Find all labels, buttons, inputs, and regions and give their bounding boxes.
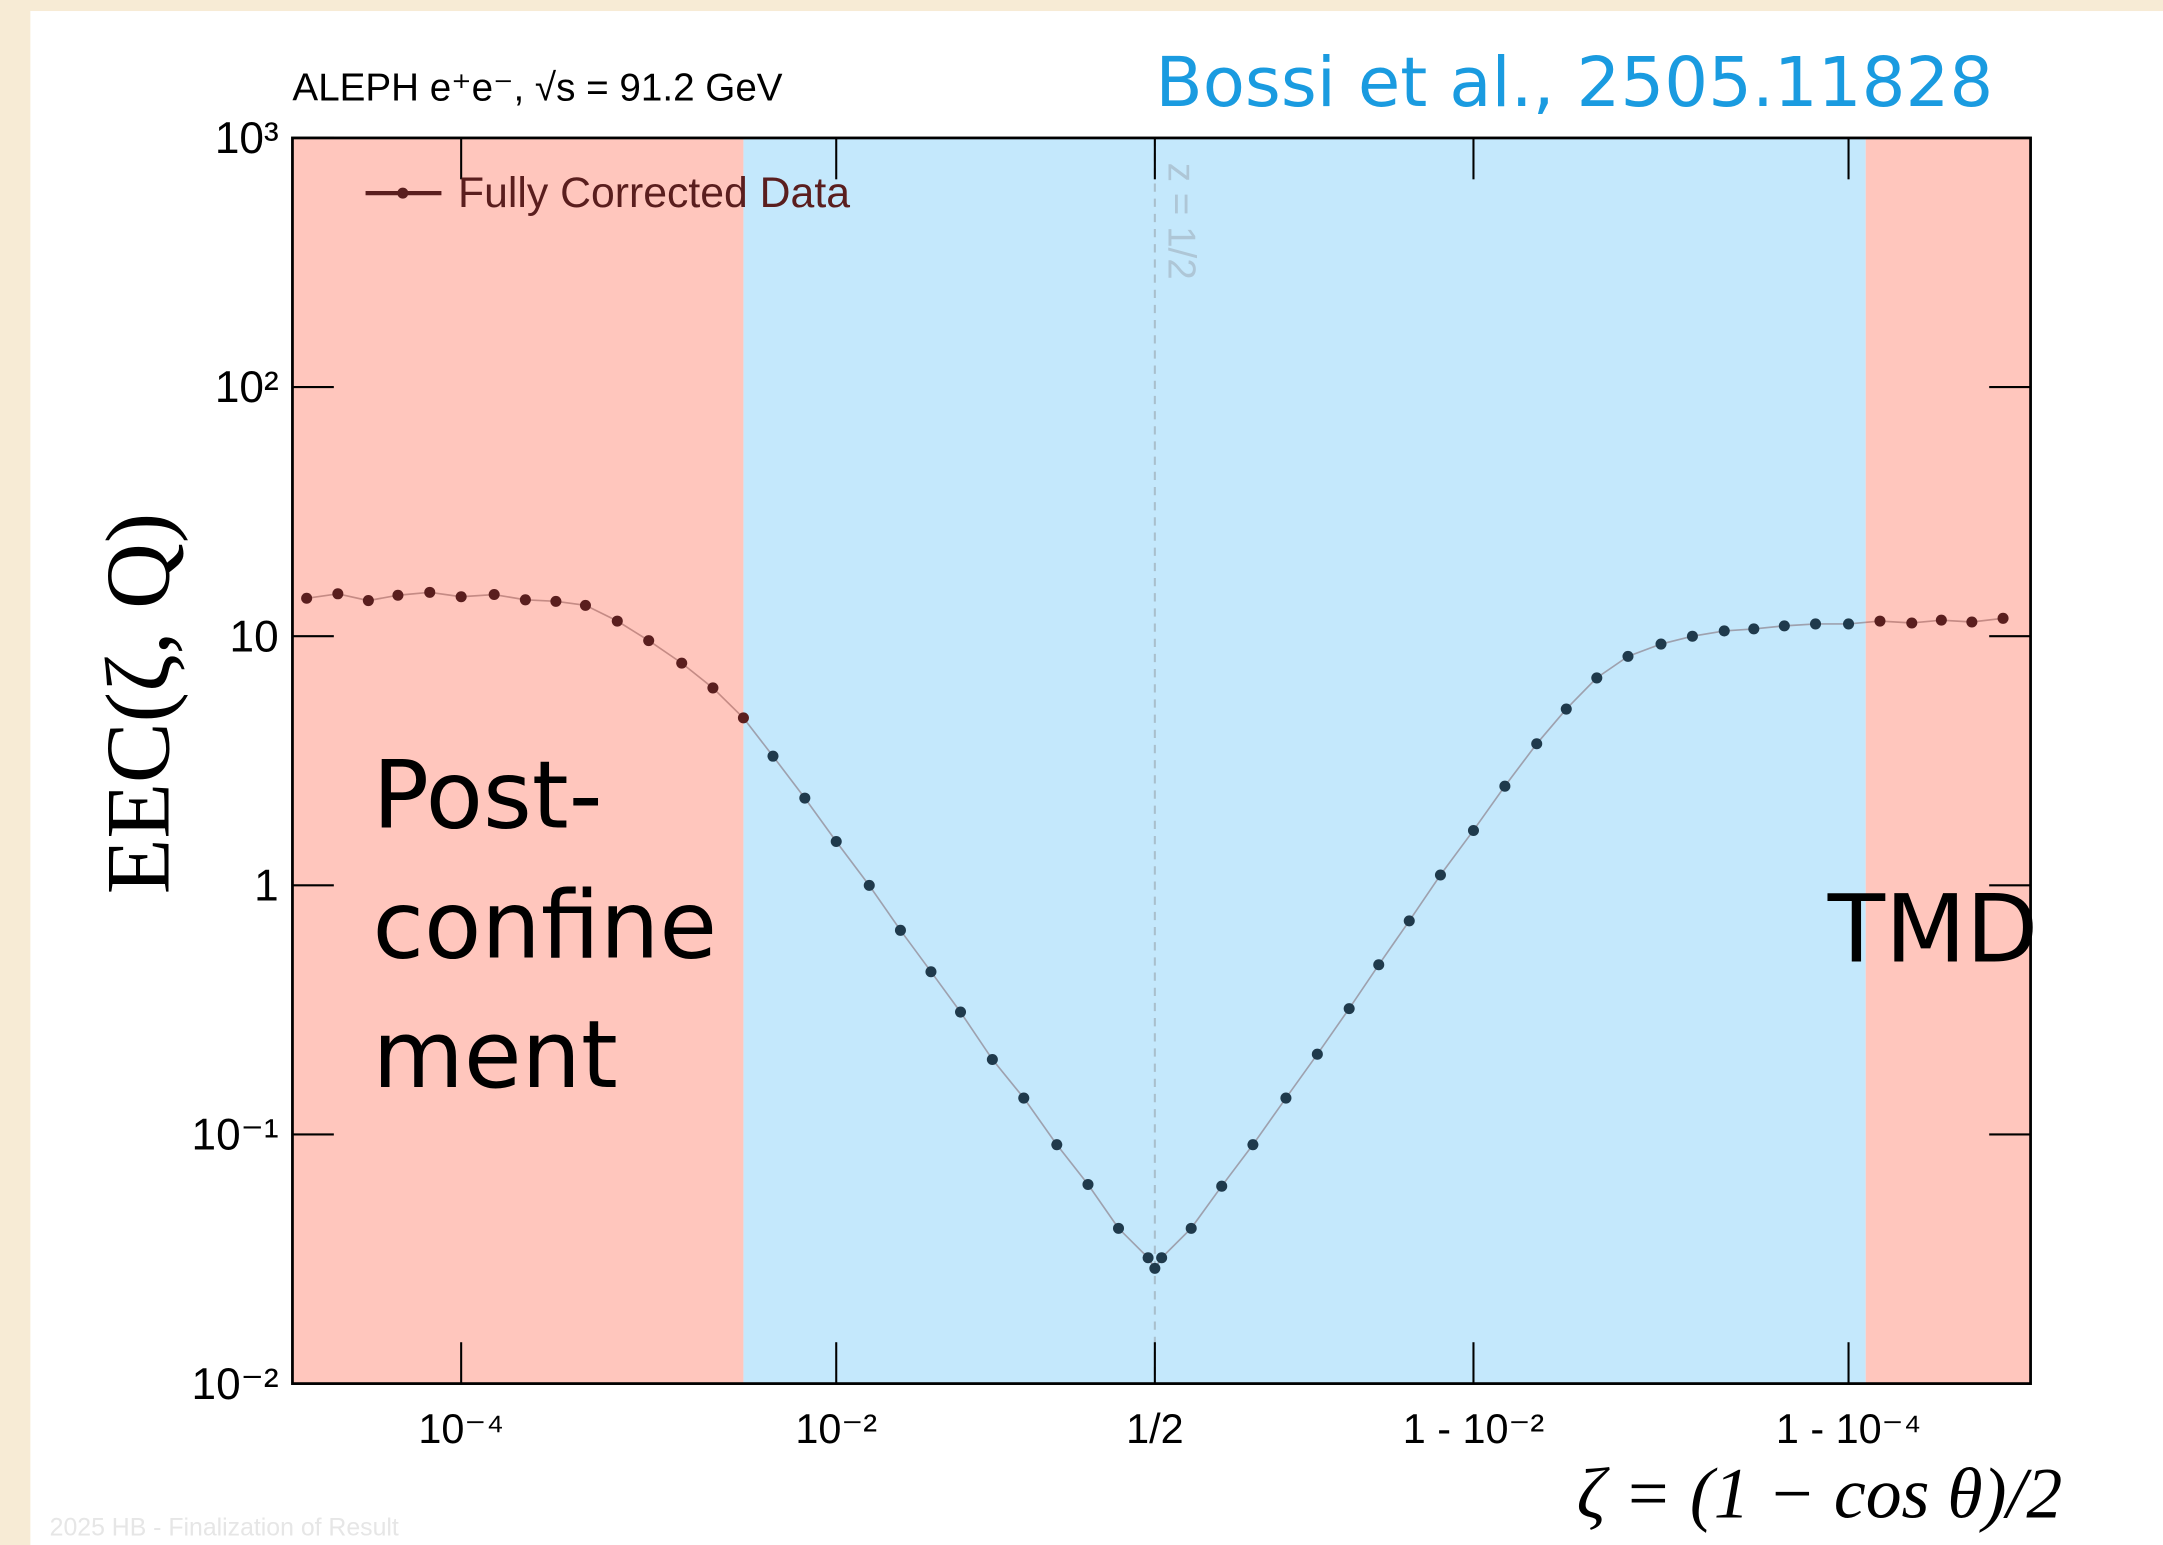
region — [743, 137, 1866, 1384]
data-point — [519, 594, 531, 606]
data-point — [1149, 1262, 1161, 1274]
data-point — [1966, 616, 1978, 628]
data-point — [1810, 618, 1822, 630]
data-point — [1082, 1178, 1094, 1190]
data-point — [1185, 1222, 1197, 1234]
data-point — [1434, 869, 1446, 881]
data-point — [1997, 612, 2009, 624]
x-tick-label: 1/2 — [1126, 1406, 1184, 1452]
data-point — [863, 879, 875, 891]
footer: 2025 HB - Finalization of Result — [50, 1514, 399, 1541]
data-point — [1343, 1003, 1355, 1015]
plot-frame — [291, 136, 2032, 1385]
data-point — [643, 635, 655, 647]
data-point — [799, 792, 811, 804]
data-point — [1373, 959, 1385, 971]
data-point — [1156, 1252, 1168, 1264]
data-point — [1748, 623, 1760, 635]
data-point — [332, 588, 344, 600]
data-point — [1686, 630, 1698, 642]
data-point — [676, 657, 688, 669]
y-tick-label: 1 — [254, 862, 279, 911]
data-point — [767, 750, 779, 762]
y-tick-label: 10⁻² — [192, 1360, 279, 1409]
x-tick-label: 10⁻² — [795, 1406, 877, 1452]
x-tick-label: 1 - 10⁻⁴ — [1776, 1406, 1921, 1452]
data-point — [1935, 614, 1947, 626]
data-point — [894, 924, 906, 936]
data-point — [1112, 1222, 1125, 1234]
y-tick-label: 10³ — [215, 114, 279, 163]
data-point — [925, 966, 937, 978]
y-axis-label: EEC(ζ, Q) — [87, 513, 188, 895]
data-point — [1778, 620, 1790, 632]
data-point — [955, 1006, 967, 1018]
data-point — [1655, 638, 1667, 650]
data-point — [1591, 672, 1603, 684]
x-axis-label: ζ = (1 − cos θ)/2 — [1577, 1453, 2063, 1533]
data-point — [362, 595, 374, 607]
data-point — [1403, 915, 1415, 927]
x-tick-label: 10⁻⁴ — [418, 1406, 504, 1452]
region-label: ment — [372, 1001, 617, 1110]
y-tick-label: 10² — [215, 363, 279, 412]
data-point — [1843, 618, 1855, 630]
region-label: TMD — [1827, 875, 2038, 984]
data-point — [424, 586, 436, 598]
data-point — [1499, 780, 1511, 792]
region — [292, 137, 744, 1384]
data-point — [1467, 824, 1479, 837]
data-point — [301, 592, 313, 604]
data-point — [1560, 703, 1572, 715]
data-point — [986, 1053, 998, 1065]
data-point — [1142, 1252, 1154, 1264]
region-label: Post- — [372, 742, 602, 851]
data-point — [579, 599, 591, 611]
data-point — [1531, 738, 1543, 750]
data-point — [550, 595, 562, 607]
data-point — [1280, 1092, 1292, 1104]
data-point — [611, 615, 623, 627]
data-point — [1874, 615, 1886, 627]
data-point — [1216, 1180, 1228, 1192]
citation: Bossi et al., 2505.11828 — [1155, 43, 1993, 123]
data-point — [1247, 1139, 1259, 1151]
legend-label: Fully Corrected Data — [458, 169, 850, 217]
data-point — [455, 591, 467, 603]
data-point — [707, 682, 719, 694]
legend-marker — [397, 187, 409, 199]
data-point — [1051, 1139, 1063, 1151]
data-point — [737, 712, 749, 724]
data-point — [830, 835, 842, 847]
data-point — [392, 589, 404, 601]
y-tick-label: 10 — [230, 612, 279, 661]
data-point — [488, 589, 500, 601]
x-tick-label: 1 - 10⁻² — [1403, 1406, 1544, 1452]
chart-title: ALEPH e⁺e⁻, √s = 91.2 GeV — [292, 67, 782, 110]
region-label: confine — [372, 871, 717, 980]
region — [1865, 137, 2031, 1384]
annotation-text: z = 1/2 — [1160, 163, 1203, 280]
data-point — [1718, 625, 1730, 637]
data-point — [1906, 617, 1918, 629]
data-point — [1622, 650, 1634, 662]
data-point — [1311, 1048, 1323, 1060]
y-tick-label: 10⁻¹ — [192, 1111, 279, 1160]
data-point — [1018, 1092, 1030, 1104]
